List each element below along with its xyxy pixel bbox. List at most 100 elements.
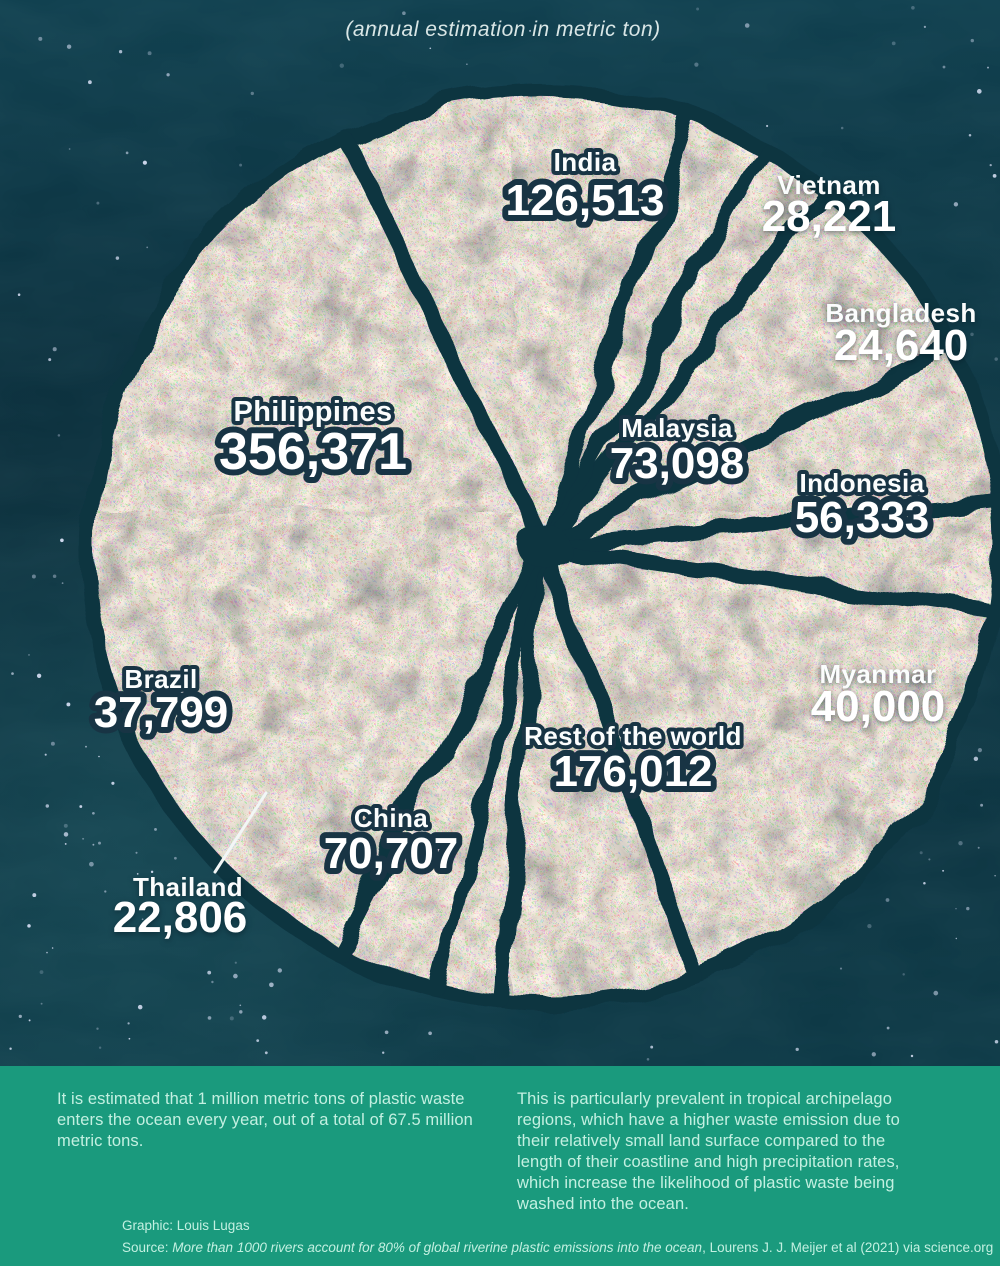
sparkle <box>955 907 957 910</box>
footer-panel: It is estimated that 1 million metric to… <box>0 1066 1000 1266</box>
sparkle <box>239 1004 242 1007</box>
sparkle <box>45 804 50 808</box>
slice-name-china: China <box>354 803 428 833</box>
leader-line-thailand <box>213 791 268 874</box>
sparkle <box>46 951 48 954</box>
sparkle <box>118 50 123 54</box>
sparkle <box>31 574 36 579</box>
sparkle <box>923 25 927 29</box>
sparkle <box>239 163 243 167</box>
sparkle <box>694 62 699 67</box>
slice-name-bangladesh: Bangladesh <box>825 298 976 328</box>
sparkle <box>111 781 115 785</box>
sparkle <box>32 893 37 898</box>
slice-name-rest-of-the-world: Rest of the world <box>524 721 742 751</box>
slice-name-indonesia: Indonesia <box>800 468 925 498</box>
sparkle <box>891 41 896 46</box>
sparkle <box>958 841 963 846</box>
sparkle <box>63 832 69 837</box>
credit-source-prefix: Source: <box>122 1239 173 1255</box>
sparkle <box>104 890 107 893</box>
sparkle <box>902 973 905 976</box>
slice-name-myanmar: Myanmar <box>820 659 937 689</box>
sparkle <box>928 858 931 861</box>
slice-value-china: 70,707 <box>324 829 459 878</box>
sparkle <box>96 1027 99 1030</box>
sparkle <box>52 347 57 352</box>
sparkle <box>696 7 700 11</box>
sparkle <box>261 1015 267 1020</box>
sparkle <box>146 246 149 249</box>
sparkle <box>970 38 974 43</box>
sparkle <box>994 357 998 361</box>
slice-value-india: 126,513 <box>505 176 664 225</box>
credit-source-suffix: , Lourens J. J. Meijer et al (2021) via … <box>702 1239 994 1255</box>
sparkle <box>61 582 64 584</box>
sparkle <box>402 11 406 15</box>
sparkle <box>886 1026 890 1030</box>
credit-source: Source: More than 1000 rivers account fo… <box>122 1237 1000 1259</box>
sparkle <box>85 745 87 748</box>
sparkle <box>840 126 844 130</box>
sparkle <box>569 31 573 34</box>
sparkle <box>18 1014 22 1019</box>
sparkle <box>867 923 872 929</box>
sparkle <box>68 148 71 150</box>
slice-value-malaysia: 73,098 <box>610 439 745 488</box>
sparkle <box>953 202 959 207</box>
sparkle <box>98 1046 102 1049</box>
sparkle <box>973 756 979 762</box>
sparkle <box>968 134 972 137</box>
sparkle <box>839 967 843 970</box>
sparkle <box>92 843 95 846</box>
fact-paragraph-left: It is estimated that 1 million metric to… <box>57 1090 473 1150</box>
sparkle <box>127 1022 130 1025</box>
sparkle <box>942 869 945 872</box>
sparkle <box>44 753 47 756</box>
credits: Graphic: Louis Lugas Source: More than 1… <box>0 1215 1000 1266</box>
sparkle <box>141 918 144 921</box>
sparkle <box>142 160 147 165</box>
slice-value-thailand: 22,806 <box>113 893 248 942</box>
sparkle <box>339 63 344 68</box>
credit-source-title: More than 1000 rivers account for 80% of… <box>172 1239 703 1255</box>
pie-slice-india <box>338 85 701 556</box>
slice-value-bangladesh: 24,640 <box>834 321 969 370</box>
sparkle <box>650 1045 654 1049</box>
sparkle <box>923 882 926 885</box>
sparkle <box>795 1047 799 1052</box>
sparkle <box>269 982 274 988</box>
sparkle <box>136 873 139 875</box>
slice-value-rest-of-the-world: 176,012 <box>553 747 712 796</box>
sparkle <box>933 990 939 996</box>
sparkle <box>66 44 72 49</box>
sparkle <box>38 36 43 41</box>
pie-slice-philippines <box>82 131 553 960</box>
sparkle <box>64 842 67 845</box>
sparkle <box>60 538 64 543</box>
sparkle <box>466 63 468 66</box>
sparkle <box>992 174 997 178</box>
slice-name-brazil: Brazil <box>124 664 197 694</box>
footer-columns: It is estimated that 1 million metric to… <box>0 1066 1000 1215</box>
sparkle <box>51 947 54 949</box>
sparkle <box>11 672 14 675</box>
sparkle <box>919 851 923 855</box>
sparkle <box>98 755 100 758</box>
sparkle <box>39 970 44 974</box>
slice-name-philippines: Philippines <box>233 396 392 428</box>
sparkle <box>174 856 177 860</box>
sparkle <box>885 898 890 902</box>
sparkle <box>89 861 94 867</box>
sparkle <box>154 827 157 831</box>
sparkle <box>977 846 980 849</box>
water-sparkles <box>9 6 999 1061</box>
sparkle <box>994 874 996 877</box>
sparkle <box>66 702 71 707</box>
sparkle <box>137 1004 143 1010</box>
sparkle <box>119 927 122 930</box>
sparkle <box>384 1030 389 1035</box>
sparkle <box>57 434 61 437</box>
sparkle <box>234 961 237 964</box>
